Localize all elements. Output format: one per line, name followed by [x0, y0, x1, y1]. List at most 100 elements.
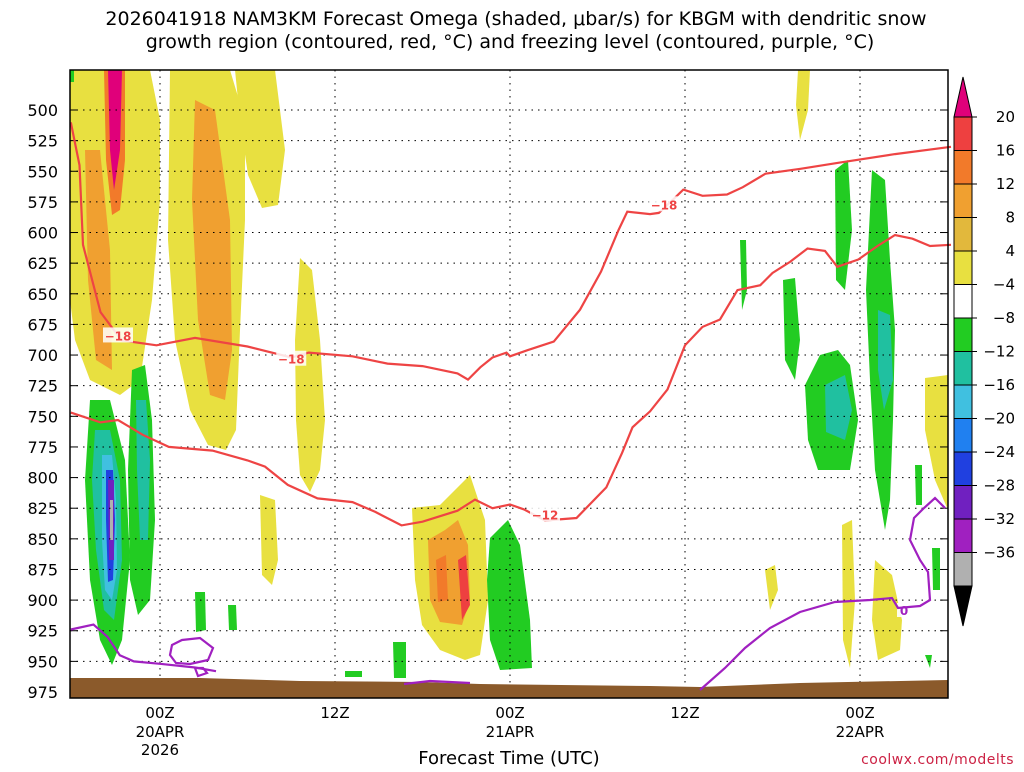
time-tick-label: 12Z [670, 704, 699, 722]
colorbar-label: −36 [983, 544, 1015, 562]
colorbar-bin [953, 116, 973, 151]
omega-positive-area-16 [436, 555, 448, 602]
freezing-level-extra [168, 496, 946, 691]
colorbar-bin [953, 284, 973, 319]
dgz-lower-contour [70, 233, 952, 527]
omega-negative-area-9 [487, 520, 532, 670]
colorbar-bin [953, 150, 973, 185]
omega-positive-area-12 [85, 150, 112, 370]
pressure-tick-label: 900 [27, 591, 58, 610]
omega-positive-area-7 [925, 375, 948, 510]
colorbar: 20 16 12 8 4 −4 −8 −12 −16 −20 −24 −28 −32 −36 [953, 76, 1015, 627]
colorbar-bin [953, 451, 973, 486]
pressure-tick-label: 925 [27, 622, 58, 641]
x-axis-title: Forecast Time (UTC) [418, 748, 599, 768]
pressure-tick-label: 950 [27, 652, 58, 671]
year-tick-label: 2026 [141, 741, 179, 759]
pressure-tick-label: 525 [27, 132, 58, 151]
colorbar-label: −28 [983, 477, 1015, 495]
omega-negative-area-20 [345, 671, 362, 677]
contour-label: −18 [651, 198, 678, 212]
omega-positive-area-6 [260, 495, 278, 585]
omega-positive-area-13 [192, 100, 232, 400]
colorbar-bin [953, 217, 973, 252]
colorbar-label: 16 [996, 142, 1015, 160]
colorbar-label: −16 [983, 376, 1015, 394]
colorbar-label: −8 [993, 309, 1015, 327]
omega-positive-area-3 [235, 70, 285, 208]
omega-positive-area-8 [842, 520, 855, 668]
omega-negative-area-14 [878, 310, 893, 410]
colorbar-label: 20 [996, 108, 1015, 126]
colorbar-label: −24 [983, 443, 1015, 461]
colorbar-bin [953, 183, 973, 218]
omega-negative-area-19 [393, 642, 406, 678]
freezing-level-contour [70, 623, 217, 673]
omega-negative-area-8 [136, 400, 150, 540]
pressure-tick-label: 575 [27, 193, 58, 212]
colorbar-label: 12 [996, 175, 1015, 193]
pressure-tick-label: 725 [27, 377, 58, 396]
contour-label-bg [276, 350, 307, 366]
omega-negative-area-7 [110, 500, 113, 540]
omega-positive-area-18 [108, 70, 122, 190]
contour-label-bg [530, 506, 560, 522]
watermark: coolwx.com/modelts [861, 752, 1014, 768]
colorbar-bin [953, 250, 973, 285]
pressure-tick-label: 700 [27, 346, 58, 365]
colorbar-bin [953, 518, 973, 553]
omega-negative-area-23 [70, 70, 74, 82]
freezing-level-blob [193, 666, 209, 678]
freezing-level-loop [168, 636, 215, 666]
colorbar-label: −4 [993, 276, 1015, 294]
colorbar-label: −20 [983, 410, 1015, 428]
chart-title-line1: 2026041918 NAM3KM Forecast Omega (shaded… [105, 8, 926, 30]
date-tick-label: 22APR [836, 723, 885, 741]
pressure-tick-label: 550 [27, 162, 58, 181]
colorbar-bin [953, 317, 973, 352]
pressure-tick-label: 975 [27, 683, 58, 702]
dgz-upper-contour [69, 122, 952, 381]
chart-title-line2: growth region (contoured, red, °C) and f… [146, 31, 875, 53]
omega-negative-area-21 [915, 465, 922, 505]
freezing-level-ground [403, 679, 471, 686]
temperature-contours: −18 −18 −18 −12 0 [69, 122, 952, 673]
omega-positive-area-10 [796, 70, 810, 140]
colorbar-bin [953, 384, 973, 419]
omega-negative-area-12 [835, 160, 852, 290]
pressure-tick-label: 625 [27, 254, 58, 273]
colorbar-top-arrow [953, 76, 973, 118]
pressure-tick-label: 675 [27, 315, 58, 334]
omega-positive-area-11 [765, 565, 778, 610]
pressure-tick-label: 600 [27, 224, 58, 243]
pressure-tick-label: 775 [27, 438, 58, 457]
date-tick-label: 20APR [136, 723, 185, 741]
colorbar-bottom-arrow [953, 585, 973, 627]
contour-label-bg [649, 196, 679, 212]
time-tick-label: 12Z [320, 704, 349, 722]
colorbar-label: −32 [983, 510, 1015, 528]
contour-label: −18 [278, 353, 305, 367]
colorbar-label: 4 [1005, 242, 1015, 260]
pressure-tick-label: 750 [27, 407, 58, 426]
contour-label: 0 [900, 604, 908, 618]
colorbar-label: −12 [983, 343, 1015, 361]
pressure-tick-label: 825 [27, 499, 58, 518]
omega-negative-area-18 [228, 605, 237, 630]
colorbar-bin [953, 418, 973, 453]
omega-negative-area-16 [740, 240, 747, 310]
pressure-tick-label: 875 [27, 560, 58, 579]
omega-positive-area-9 [872, 560, 902, 660]
colorbar-bin [953, 552, 973, 587]
omega-positive-area-4 [295, 258, 325, 492]
colorbar-label: 8 [1005, 209, 1015, 227]
contour-label-bg [103, 327, 133, 343]
freezing-level-rising [699, 496, 946, 691]
contour-label: −12 [532, 508, 559, 522]
time-tick-label: 00Z [495, 704, 524, 722]
omega-negative-area-17 [195, 592, 206, 632]
date-tick-label: 21APR [486, 723, 535, 741]
pressure-tick-label: 650 [27, 285, 58, 304]
omega-negative-area-15 [783, 278, 800, 380]
pressure-tick-label: 800 [27, 469, 58, 488]
